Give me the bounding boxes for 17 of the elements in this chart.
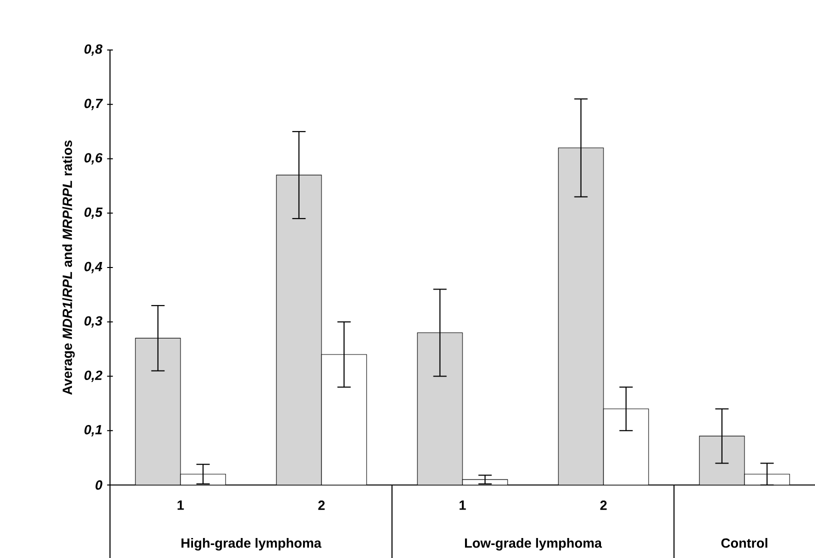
text: Low-grade lymphoma [465,538,602,550]
y-tick-label: 0,3 [84,316,102,328]
y-tick-label: 0,5 [84,207,103,219]
y-tick-label: 0,8 [84,44,102,56]
text: High-grade lymphoma [182,538,322,550]
text: Control [721,538,768,548]
y-tick-label: 0 [96,480,102,490]
x-tick-label: 1 [460,500,466,510]
y-tick-label: 0,4 [84,262,102,274]
x-tick-label: 2 [600,500,607,510]
x-tick-label: 1 [178,500,184,510]
text: Average MDR1/RPL and MRP/RPL ratios [62,140,75,395]
y-tick-label: 0,1 [84,424,102,436]
y-tick-label: 0,2 [84,370,102,382]
y-tick-label: 0,7 [84,98,103,110]
y-tick-label: 0,6 [84,153,103,164]
x-tick-label: 2 [318,500,325,510]
